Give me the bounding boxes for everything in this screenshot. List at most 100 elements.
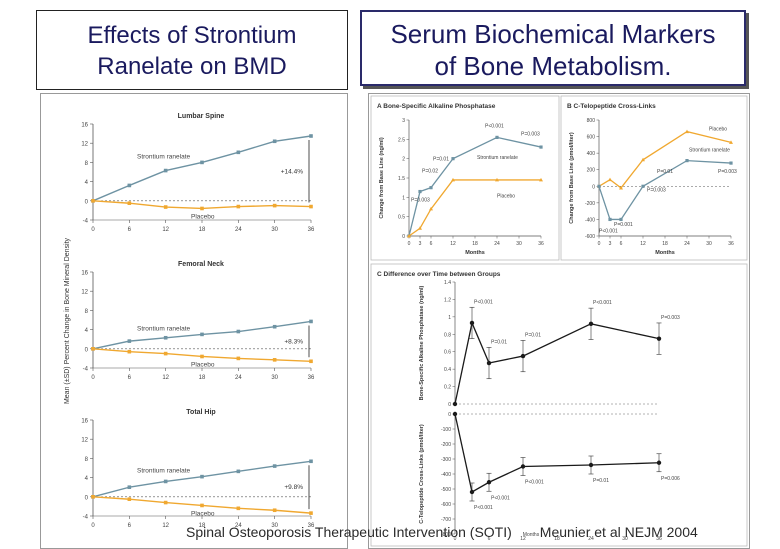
bmd-y-tick-label: 0 [85,199,89,205]
panel-a-annotation: P=0.003 [411,198,430,204]
panel-a-data-point [407,234,411,238]
panel-a-y-tick-label: 0.5 [398,215,405,221]
panel-a-data-point [429,206,433,211]
panel-c-y-tick-label: -200 [441,442,451,448]
panel-a-annotation: P=0.01 [433,157,449,163]
bmd-data-point [200,160,204,165]
bmd-figure-panel: Mean (±SD) Percent Change in Bone Minera… [40,93,348,549]
panel-c-annotation: P=0.01 [593,478,609,484]
bmd-difference-label: +8.3% [284,338,303,345]
bmd-x-tick-label: 12 [162,523,169,529]
bmd-x-tick-label: 24 [235,523,242,529]
panel-b-x-tick-label: 30 [706,241,712,247]
panel-a-x-tick-label: 3 [419,241,422,247]
panel-a-annotation: P<0.001 [485,123,504,129]
panel-b-y-tick-label: 0 [592,184,595,190]
panel-b-x-tick-label: 24 [684,241,690,247]
panel-b-annotation: P=0.003 [647,187,666,193]
panel-c-annotation: P<0.001 [474,505,493,511]
panel-c-frame [370,263,748,547]
bmd-y-tick-label: 16 [81,419,88,425]
panel-c-annotation: P<0.001 [491,495,510,501]
left-title-box: Effects of Strontium Ranelate on BMD [36,10,348,90]
panel-b-data-point [608,217,612,222]
bmd-data-point [91,199,95,203]
bmd-y-tick-label: 8 [85,161,89,167]
panel-c-y-tick-label: 1.4 [444,280,451,286]
panel-a-y-tick-label: 1.5 [398,176,405,182]
panel-b-title: B C-Telopeptide Cross-Links [567,103,656,110]
bmd-data-point [91,495,95,499]
bmd-y-tick-label: 4 [85,180,89,186]
bmd-x-tick-label: 18 [199,375,206,381]
panel-a-data-point [451,157,455,161]
panel-c-y-tick-label: -400 [441,472,451,478]
panel-a-x-tick-label: 24 [494,241,500,247]
bmd-data-point [236,204,241,209]
panel-b-series-line [598,130,732,189]
bmd-subplot-title: Lumbar Spine [178,113,225,120]
bmd-x-tick-label: 0 [91,375,95,381]
bmd-x-tick-label: 30 [271,523,278,529]
bmd-x-tick-label: 12 [162,227,169,233]
panel-b-frame [560,95,748,261]
bmd-data-point [236,356,241,361]
bmd-x-tick-label: 0 [91,227,95,233]
panel-b-data-point [685,129,689,134]
panel-c-y-tick-label: -800 [441,532,451,538]
bmd-data-point [272,508,277,513]
bmd-x-tick-label: 24 [235,375,242,381]
bmd-charts-svg: Mean (±SD) Percent Change in Bone Minera… [64,113,315,529]
panel-a-series-line [408,136,542,237]
panel-b-y-tick-label: 400 [587,151,596,157]
panel-c-annotation: P<0.001 [474,299,493,305]
panel-b-x-tick-label: 18 [662,241,668,247]
panel-a-data-point [539,145,543,149]
panel-a-data-point [451,177,455,182]
panel-a-x-tick-label: 36 [538,241,544,247]
markers-charts-svg: A Bone-Specific Alkaline Phosphatase Chan… [370,95,748,547]
bmd-y-tick-label: 0 [85,495,89,501]
panel-c-series-line [454,320,660,405]
bmd-y-axis-label: Mean (±SD) Percent Change in Bone Minera… [64,237,71,404]
reference: Meunier et al NEJM 2004 [539,524,698,540]
bmd-data-point [127,201,132,205]
panel-b-data-point [608,177,612,182]
panel-b-x-tick-label: 36 [728,241,734,247]
panel-b-annotation: P=0.003 [718,169,737,175]
panel-c-y-tick-label: 0.8 [444,332,451,338]
bmd-series-label: Strontium ranelate [137,468,190,475]
panel-b-y-tick-label: 600 [587,135,596,141]
bmd-data-point [272,324,277,329]
bmd-data-point [309,511,313,515]
panel-a-y-tick-label: 3 [402,118,405,124]
study-name: Spinal Osteoporosis Therapeutic Interven… [186,524,512,540]
panel-a-data-point [539,177,543,182]
panel-c-y-tick-label: -100 [441,427,451,433]
bmd-data-point [309,359,313,364]
bmd-y-tick-label: 16 [81,271,88,277]
panel-b-y-tick-label: -600 [585,234,595,240]
panel-a-y-tick-label: 2 [402,157,405,163]
bmd-data-point [309,459,313,464]
bmd-data-point [127,497,132,501]
bmd-difference-label: +14.4% [281,168,303,175]
panel-c-data-point [588,321,594,327]
bmd-x-tick-label: 0 [91,523,95,529]
bmd-x-tick-label: 30 [271,375,278,381]
bmd-y-tick-label: 0 [85,347,89,353]
panel-a-title: A Bone-Specific Alkaline Phosphatase [377,103,496,110]
panel-c-data-point [469,320,475,326]
panel-c-annotation: P<0.001 [525,480,544,486]
bmd-data-point [127,485,132,489]
panel-c-annotation: P=0.003 [661,315,680,321]
left-title-line1: Effects of Strontium [87,22,297,49]
panel-c-data-point [452,411,458,417]
panel-b-y-label: Change from Base Line (pmol/liter) [569,132,575,224]
bmd-data-point [200,206,204,211]
right-title-box: Serum Biochemical Markers of Bone Metabo… [360,10,746,86]
bmd-x-tick-label: 18 [199,523,206,529]
panel-a-x-label: Months [465,250,485,256]
panel-c-series-line [454,413,660,494]
panel-c-annotation: P=0.006 [661,476,680,482]
